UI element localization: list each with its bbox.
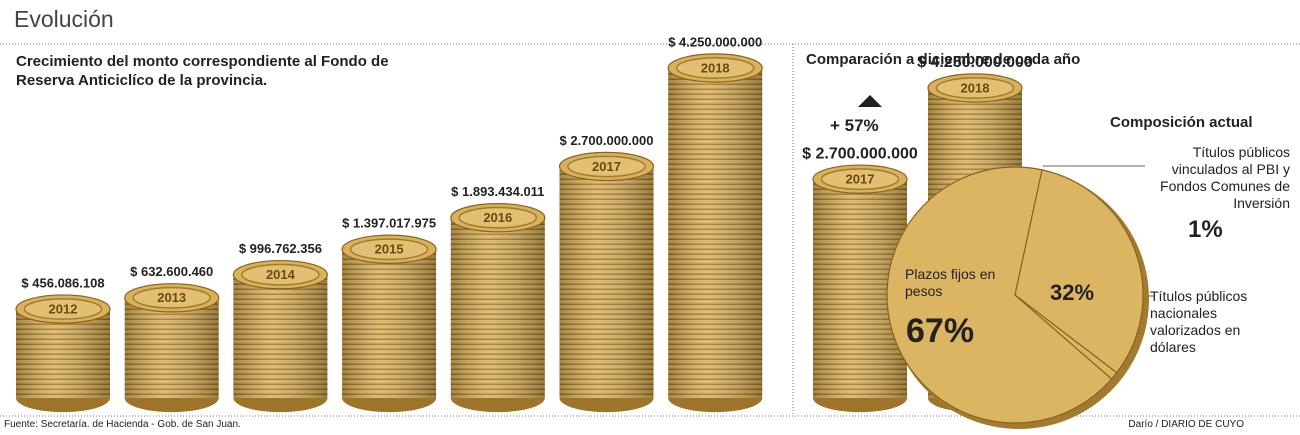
value-label: $ 2.700.000.000 <box>802 145 918 162</box>
coin-shade <box>124 297 219 398</box>
coin-year: 2018 <box>701 60 730 75</box>
pie-value-label: 32% <box>1050 280 1095 305</box>
coin-year: 2017 <box>846 172 875 187</box>
value-label: $ 4.250.000.000 <box>668 34 762 49</box>
coin-stack: 2014 $ 996.762.356 <box>232 241 328 413</box>
pie-value-label: 1% <box>1188 216 1223 243</box>
pie-label: Títulos públicos vinculados al PBI y Fon… <box>1160 144 1290 211</box>
value-label: $ 2.700.000.000 <box>560 133 654 148</box>
pie-slice <box>1014 294 1118 380</box>
chart-title: Composición actual <box>1110 114 1253 131</box>
value-label: $ 1.397.017.975 <box>342 216 436 231</box>
coin-year: 2015 <box>375 242 404 257</box>
coin-rim <box>567 155 646 178</box>
coin-rim <box>23 298 103 320</box>
pie-label: Títulos públicos nacionales valorizados … <box>1150 288 1248 355</box>
coin-rim <box>820 168 900 191</box>
annotation: + 57% <box>830 116 879 135</box>
credit: Darío / DIARIO DE CUYO <box>1128 419 1244 430</box>
coin-stack: 2012 $ 456.086.108 <box>15 275 111 413</box>
coin-rim <box>675 57 755 79</box>
value-label: $ 456.086.108 <box>21 275 104 290</box>
coin-year: 2018 <box>961 80 990 95</box>
coin-year: 2016 <box>483 210 512 225</box>
source: Fuente: Secretaría. de Hacienda - Gob. d… <box>4 419 241 430</box>
pie-label: Plazos fijos en pesos <box>905 266 996 299</box>
coin-stack: 2017 $ 2.700.000.000 <box>802 145 918 413</box>
coin-shade <box>668 68 763 398</box>
coin-shade <box>559 166 654 398</box>
chart-title: Crecimiento del monto correspondiente al… <box>16 53 389 89</box>
coin-shade <box>342 249 437 398</box>
up-arrow <box>858 95 882 107</box>
coin-stack: 2016 $ 1.893.434.011 <box>450 184 546 413</box>
coin-stack: 2018 $ 4.250.000.000 <box>667 34 763 413</box>
value-label: $ 632.600.460 <box>130 264 213 279</box>
coin-rim <box>349 238 429 261</box>
coin-stack: 2015 $ 1.397.017.975 <box>341 216 437 413</box>
pie-slice <box>886 166 1113 424</box>
coin-year: 2014 <box>266 267 296 282</box>
coin-stack: 2013 $ 632.600.460 <box>124 264 220 413</box>
coin-rim <box>458 206 538 229</box>
header-title: Evolución <box>14 6 114 32</box>
pie-slice <box>1014 169 1144 374</box>
chart-title: Comparación a diciembre de cada año <box>806 51 1081 68</box>
value-label: $ 1.893.434.011 <box>451 184 544 199</box>
coin-year: 2012 <box>49 301 78 316</box>
coin-rim <box>935 77 1015 99</box>
coin-rim <box>241 263 320 286</box>
coin-year: 2017 <box>592 159 621 174</box>
coin-year: 2013 <box>157 290 186 305</box>
pie-value-label: 67% <box>906 312 975 350</box>
coin-shade <box>16 309 110 398</box>
coin-shade <box>233 274 328 398</box>
coin-stack: 2017 $ 2.700.000.000 <box>558 133 655 413</box>
coin-rim <box>132 286 211 309</box>
value-label: $ 4.250.000.000 <box>917 54 1033 71</box>
value-label: $ 996.762.356 <box>239 241 322 256</box>
coin-shade <box>450 217 545 398</box>
